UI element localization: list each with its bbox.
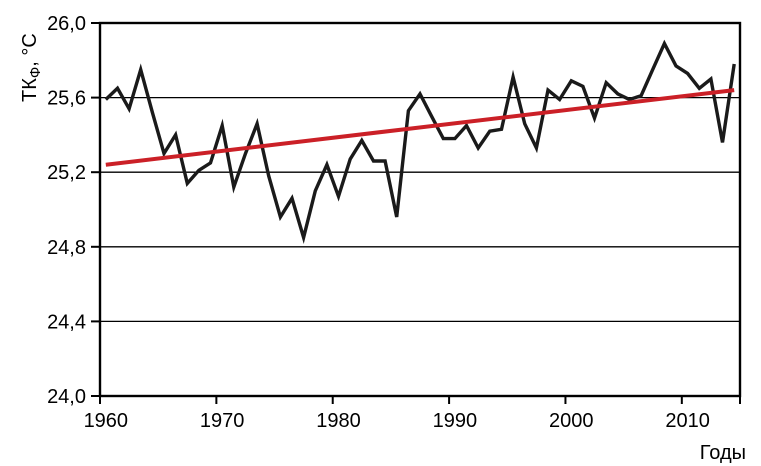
plot-frame [98, 21, 742, 398]
y-axis-title-subscript: Ф [27, 67, 44, 78]
x-tick-label: 1990 [433, 410, 478, 432]
x-tick-label: 2010 [665, 410, 710, 432]
y-axis-title: ТКФ, °С [19, 33, 44, 102]
y-tick-label: 26,0 [47, 13, 86, 35]
y-tick-label: 25,6 [47, 88, 86, 110]
x-tick-label: 1970 [200, 410, 245, 432]
axis-ticks [91, 22, 741, 404]
data-series-group [104, 39, 736, 244]
y-tick-label: 24,4 [47, 311, 86, 333]
x-tick-label: 1980 [316, 410, 361, 432]
y-tick-label: 24,0 [47, 386, 86, 408]
x-tick-label: 2000 [549, 410, 594, 432]
y-axis-title-suffix: , °С [19, 33, 41, 67]
trend-line [105, 88, 735, 167]
y-tick-label: 25,2 [47, 162, 86, 184]
y-tick-label: 24,8 [47, 237, 86, 259]
x-axis-title: Годы [700, 442, 746, 464]
gridlines [100, 96, 740, 323]
observed-temperature-line [104, 39, 736, 244]
x-tick-label: 1960 [84, 410, 129, 432]
y-axis-title-base: ТК [19, 78, 41, 102]
plot-border [98, 21, 742, 398]
